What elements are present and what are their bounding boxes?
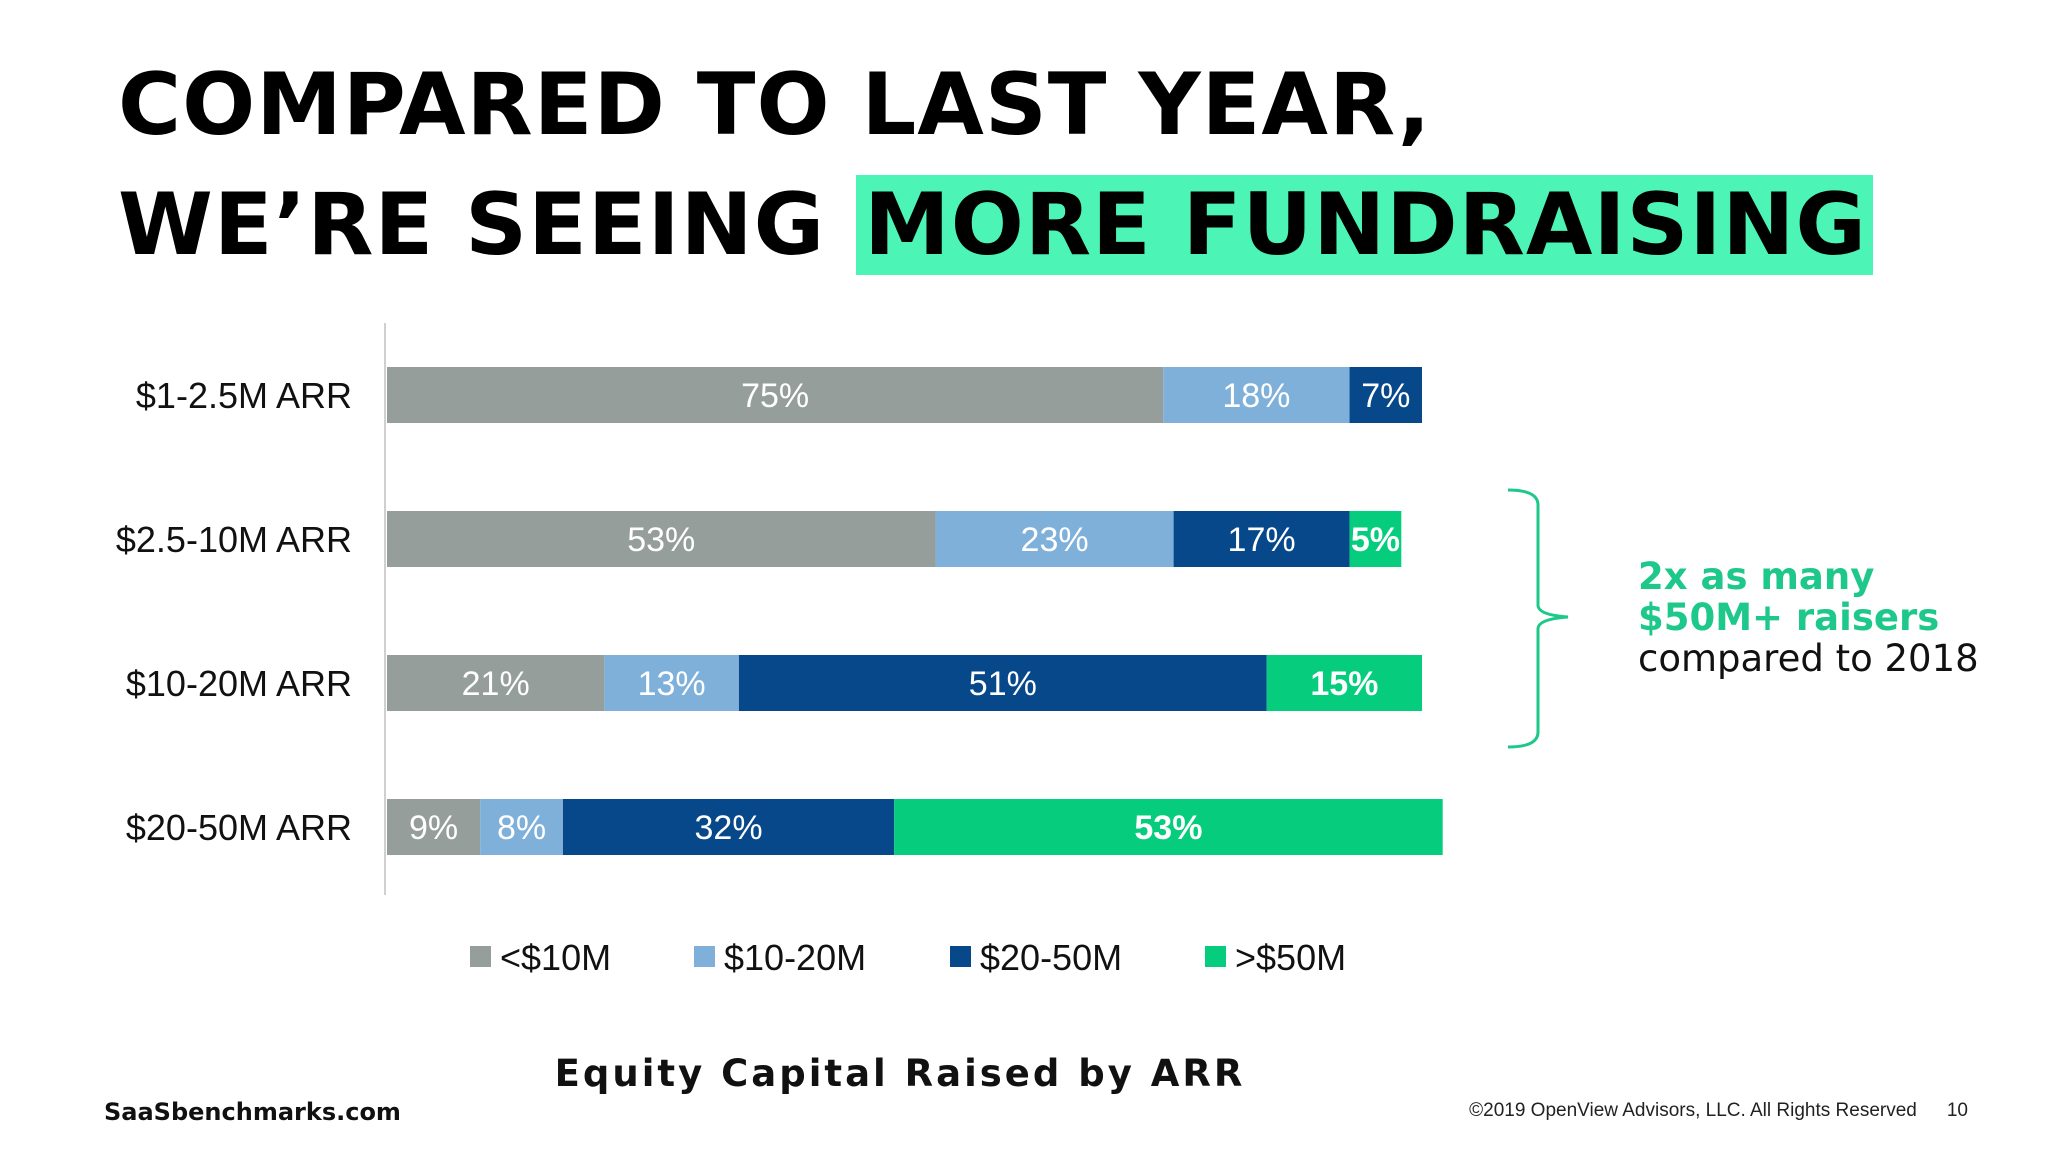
footer-copyright: ©2019 OpenView Advisors, LLC. All Rights… <box>1469 1100 1917 1121</box>
data-label-2-5-10m-arr-10m: 53% <box>627 521 695 559</box>
bar-segment-2-5-10m-arr-10-20m <box>935 511 1174 567</box>
footer-site[interactable]: SaaSbenchmarks.com <box>104 1098 401 1126</box>
legend-label-10-20m: $10-20M <box>724 937 866 978</box>
bar-segment-1-2-5m-arr-10-20m <box>1163 367 1350 423</box>
legend-swatch-10-20m <box>694 946 715 967</box>
data-label-10-20m-arr-10-20m: 13% <box>638 665 706 703</box>
category-label-1-2-5m-arr: $1-2.5M ARR <box>136 375 352 416</box>
data-label-20-50m-arr-50m: 53% <box>1134 809 1202 847</box>
callout-text: 2x as many $50M+ raisers compared to 201… <box>1638 556 1979 679</box>
legend-swatch-20-50m <box>950 946 971 967</box>
category-label-10-20m-arr: $10-20M ARR <box>126 663 352 704</box>
legend-swatch-10m <box>470 946 491 967</box>
bar-segment-2-5-10m-arr-50m <box>1349 511 1402 567</box>
bar-segment-1-2-5m-arr-20-50m <box>1349 367 1422 423</box>
bar-segment-10-20m-arr-50m <box>1266 655 1422 711</box>
bar-segment-20-50m-arr-50m <box>894 799 1443 855</box>
footer-copyright-block: ©2019 OpenView Advisors, LLC. All Rights… <box>1469 1100 1968 1122</box>
headline: COMPARED TO LAST YEAR, WE’RE SEEING MORE… <box>118 46 1873 286</box>
legend-swatch-50m <box>1205 946 1226 967</box>
bar-segment-2-5-10m-arr-20-50m <box>1173 511 1350 567</box>
bar-segment-10-20m-arr-20-50m <box>738 655 1267 711</box>
bar-segment-1-2-5m-arr-10m <box>387 367 1164 423</box>
data-label-2-5-10m-arr-50m: 5% <box>1351 521 1400 559</box>
callout-line-3: compared to 2018 <box>1638 637 1979 680</box>
page-number: 10 <box>1946 1100 1968 1121</box>
headline-line-1: COMPARED TO LAST YEAR, <box>118 55 1432 155</box>
headline-highlight: MORE FUNDRAISING <box>856 175 1873 275</box>
data-label-10-20m-arr-20-50m: 51% <box>969 665 1037 703</box>
legend-label-20-50m: $20-50M <box>980 937 1122 978</box>
data-label-1-2-5m-arr-10-20m: 18% <box>1222 377 1290 415</box>
chart-title: Equity Capital Raised by ARR <box>554 1052 1246 1095</box>
headline-line-2: WE’RE SEEING MORE FUNDRAISING <box>118 166 1873 286</box>
bar-segment-20-50m-arr-20-50m <box>562 799 895 855</box>
headline-line-2-plain: WE’RE SEEING <box>118 175 857 275</box>
data-label-1-2-5m-arr-20-50m: 7% <box>1361 377 1410 415</box>
callout-line-1: 2x as many <box>1638 555 1875 598</box>
data-label-2-5-10m-arr-10-20m: 23% <box>1021 521 1089 559</box>
bar-segment-10-20m-arr-10m <box>387 655 605 711</box>
data-label-20-50m-arr-10-20m: 8% <box>497 809 546 847</box>
data-label-20-50m-arr-20-50m: 32% <box>695 809 763 847</box>
category-label-20-50m-arr: $20-50M ARR <box>126 807 352 848</box>
data-label-1-2-5m-arr-10m: 75% <box>741 377 809 415</box>
bars-group: $1-2.5M ARR 75% 18% 7% $2.5-10M ARR 53% 23% 17%… <box>116 367 1443 855</box>
data-label-2-5-10m-arr-20-50m: 17% <box>1228 521 1296 559</box>
bar-segment-20-50m-arr-10m <box>387 799 481 855</box>
legend-label-10m: <$10M <box>500 937 611 978</box>
bar-segment-2-5-10m-arr-10m <box>387 511 936 567</box>
bar-segment-20-50m-arr-10-20m <box>480 799 563 855</box>
category-label-2-5-10m-arr: $2.5-10M ARR <box>116 519 352 560</box>
callout-brace <box>1507 488 1569 749</box>
data-label-10-20m-arr-10m: 21% <box>462 665 530 703</box>
legend-label-50m: >$50M <box>1235 937 1346 978</box>
legend: <$10M $10-20M $20-50M >$50M <box>470 937 1346 978</box>
data-label-10-20m-arr-50m: 15% <box>1310 665 1378 703</box>
bar-segment-10-20m-arr-10-20m <box>604 655 739 711</box>
callout-line-2: $50M+ raisers <box>1638 596 1940 639</box>
data-label-20-50m-arr-10m: 9% <box>409 809 458 847</box>
